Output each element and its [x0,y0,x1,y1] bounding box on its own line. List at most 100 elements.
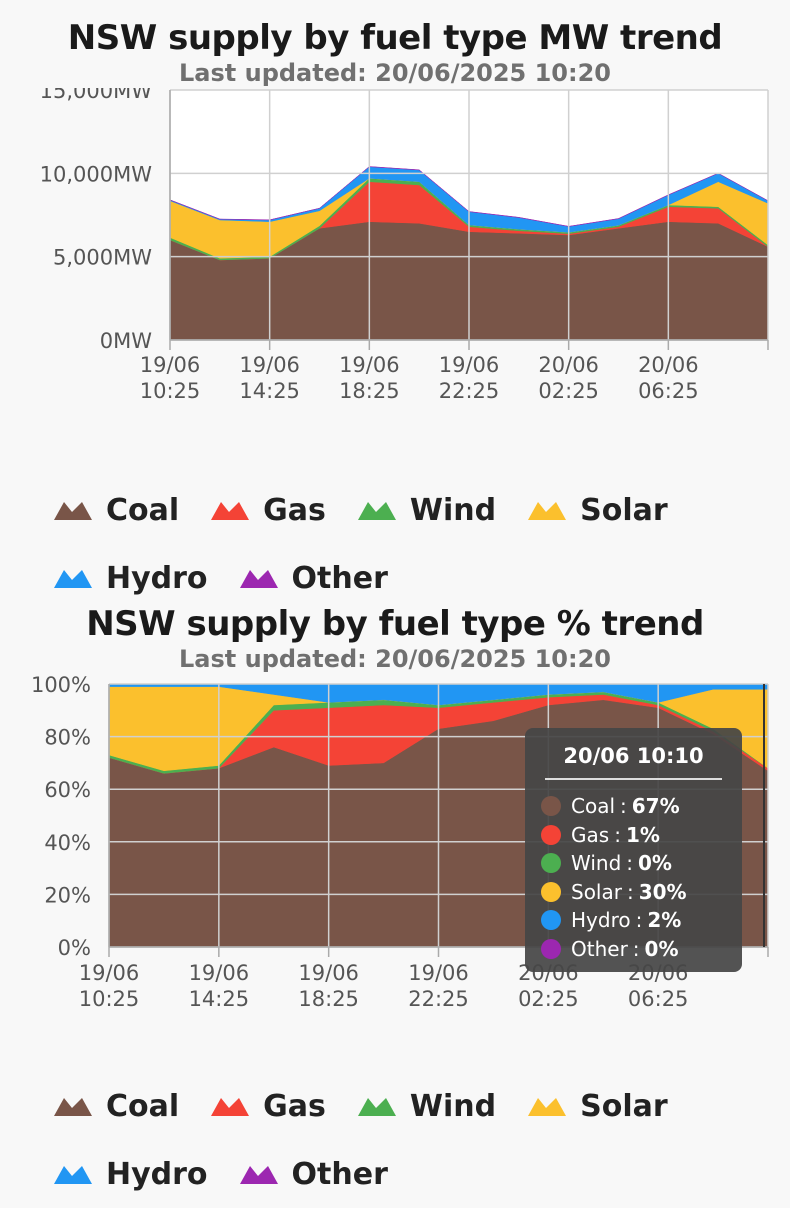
x-tick-label: 06:25 [638,379,699,403]
x-tick-label: 20/06 [638,353,699,377]
x-tick-label: 19/06 [439,353,500,377]
legend-item-gas[interactable]: Gas [209,1072,326,1140]
legend-label: Coal [106,1088,180,1124]
legend-label: Solar [580,492,668,528]
y-tick-label: 100% [31,674,91,697]
tooltip-series-value: 0% [644,936,679,961]
y-tick-label: 0% [58,936,91,960]
series-dot-icon [541,853,561,874]
area-legend-icon [528,1098,567,1116]
area-legend-icon [357,502,396,520]
tooltip-series-name: Wind [571,851,622,876]
legend-item-coal[interactable]: Coal [52,1072,179,1140]
tooltip-series-value: 67% [631,794,680,819]
x-tick-label: 18:25 [339,379,400,403]
x-tick-label: 20/06 [538,353,599,377]
tooltip-row-hydro: Hydro:2% [541,906,726,935]
x-tick-label: 18:25 [298,987,359,1011]
x-tick-label: 19/06 [408,961,469,985]
area-legend-icon [239,1166,278,1184]
series-dot-icon [541,881,561,902]
series-dot-icon [541,910,561,931]
x-tick-label: 19/06 [140,353,201,377]
legend-item-wind[interactable]: Wind [356,1072,496,1140]
chart-subtitle: Last updated: 20/06/2025 10:20 [179,59,611,87]
area-legend-icon [211,1098,250,1116]
tooltip-separator: : [626,851,634,876]
area-legend-icon [239,570,278,588]
tooltip-separator: : [614,822,621,847]
y-tick-label: 5,000MW [53,246,152,270]
x-tick-label: 22:25 [439,379,500,403]
x-tick-label: 10:25 [79,987,140,1011]
tooltip-rows: Coal:67% Gas:1% Wind:0% Solar:30% Hydro:2% Ot… [541,792,726,963]
area-legend-icon [54,502,92,520]
legend-item-solar[interactable]: Solar [526,1072,668,1140]
tooltip-row-solar: Solar:30% [541,878,726,907]
tooltip-series-name: Coal [571,794,616,819]
area-legend-icon [54,570,92,588]
legend-label: Wind [409,492,497,528]
x-tick-label: 06:25 [628,987,689,1011]
x-tick-label: 02:25 [518,987,579,1011]
area-legend-icon [528,502,567,520]
legend-label: Coal [106,492,180,528]
legend-label: Gas [263,1088,326,1124]
series-dot-icon [541,938,561,959]
series-dot-icon [541,796,561,817]
tooltip-separator: : [635,908,643,933]
tooltip-series-name: Gas [571,822,610,847]
x-tick-label: 19/06 [239,353,300,377]
x-tick-label: 19/06 [189,961,250,985]
x-tick-label: 10:25 [140,379,201,403]
legend-item-coal[interactable]: Coal [52,476,179,544]
y-tick-label: 10,000MW [40,162,153,186]
tooltip-row-gas: Gas:1% [541,821,726,850]
x-tick-label: 14:25 [189,987,250,1011]
legend-item-other[interactable]: Other [238,1140,388,1208]
legend-label: Hydro [106,560,208,596]
legend-item-other[interactable]: Other [238,544,388,612]
legend-label: Other [291,1156,388,1192]
mw-chart-section: NSW supply by fuel type MW trend Last up… [0,0,790,596]
tooltip-series-name: Other [571,936,628,961]
tooltip-header: 20/06 10:10 [545,740,722,780]
chart-title: NSW supply by fuel type % trend [86,604,704,644]
chart-title: NSW supply by fuel type MW trend [67,18,723,58]
y-tick-label: 60% [44,778,91,802]
mw-chart-legend: Coal Gas Wind Solar Hydro Other [0,476,738,612]
x-tick-label: 14:25 [239,379,300,403]
area-legend-icon [54,1098,92,1116]
percent-chart-legend: Coal Gas Wind Solar Hydro Other [0,1072,738,1208]
tooltip-separator: : [632,936,640,961]
tooltip-series-name: Hydro [571,908,631,933]
mw-chart-plot[interactable]: 0MW5,000MW10,000MW15,000MW19/0610:2519/0… [0,88,790,476]
legend-label: Wind [409,1088,497,1124]
legend-label: Gas [263,492,326,528]
legend-item-hydro[interactable]: Hydro [52,1140,208,1208]
tooltip-separator: : [620,794,627,819]
tooltip-row-coal: Coal:67% [541,792,726,821]
y-tick-label: 80% [44,726,91,750]
tooltip-series-value: 30% [638,879,687,904]
chart-subtitle: Last updated: 20/06/2025 10:20 [179,645,611,673]
chart-tooltip: 20/06 10:10 Coal:67% Gas:1% Wind:0% Solar:3… [525,728,742,972]
y-tick-label: 0MW [100,329,152,353]
area-legend-icon [357,1098,396,1116]
x-tick-label: 22:25 [408,987,469,1011]
legend-item-wind[interactable]: Wind [356,476,496,544]
legend-item-gas[interactable]: Gas [209,476,326,544]
legend-item-hydro[interactable]: Hydro [52,544,208,612]
legend-item-solar[interactable]: Solar [526,476,668,544]
x-tick-label: 19/06 [298,961,359,985]
legend-label: Hydro [106,1156,208,1192]
legend-label: Solar [580,1088,668,1124]
tooltip-series-name: Solar [571,879,622,904]
y-tick-label: 40% [44,831,91,855]
area-legend-icon [211,502,250,520]
legend-label: Other [291,560,388,596]
y-tick-label: 20% [44,883,91,907]
y-tick-label: 15,000MW [40,88,153,103]
tooltip-series-value: 1% [625,822,660,847]
tooltip-row-other: Other:0% [541,935,726,964]
